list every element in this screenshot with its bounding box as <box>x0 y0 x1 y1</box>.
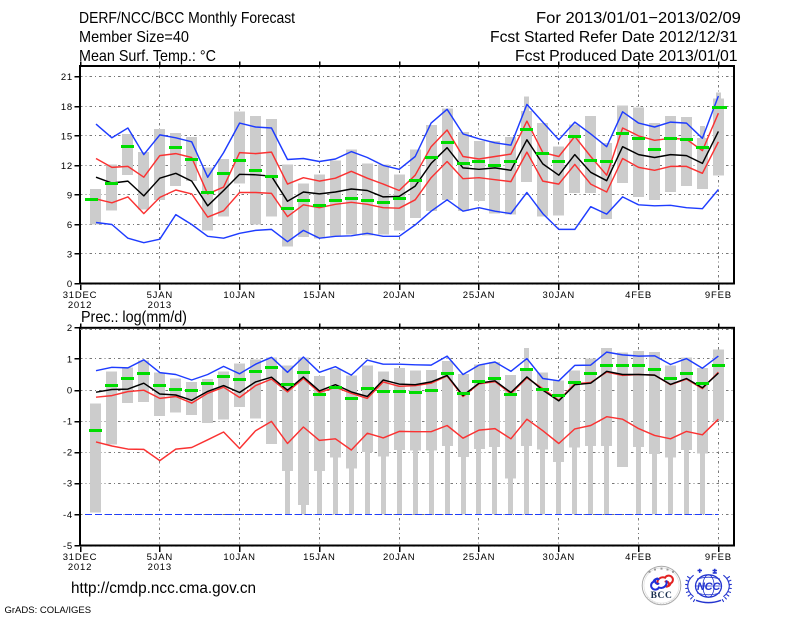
svg-text:20JAN: 20JAN <box>383 290 416 301</box>
svg-text:4FEB: 4FEB <box>625 290 652 301</box>
svg-text:15: 15 <box>61 131 73 142</box>
svg-text:15JAN: 15JAN <box>303 552 336 563</box>
svg-text:BCC: BCC <box>651 591 673 601</box>
svg-text:2012: 2012 <box>68 562 92 573</box>
svg-text:2012: 2012 <box>68 300 92 311</box>
svg-text:-5: -5 <box>63 541 73 552</box>
svg-text:-1: -1 <box>63 417 73 428</box>
svg-text:18: 18 <box>61 102 73 113</box>
svg-text:5JAN: 5JAN <box>147 290 173 301</box>
svg-text:21: 21 <box>61 72 73 83</box>
svg-text:9FEB: 9FEB <box>705 552 732 563</box>
svg-text:5JAN: 5JAN <box>147 552 173 563</box>
svg-text:15JAN: 15JAN <box>303 290 336 301</box>
svg-text:-3: -3 <box>63 479 73 490</box>
svg-text:2013: 2013 <box>148 300 172 311</box>
svg-text:12: 12 <box>61 161 73 172</box>
svg-text:2: 2 <box>67 323 73 334</box>
svg-text:0: 0 <box>67 279 73 290</box>
svg-text:NCC: NCC <box>697 581 721 593</box>
svg-text:10JAN: 10JAN <box>223 552 256 563</box>
svg-text:0: 0 <box>67 385 73 396</box>
svg-text:3: 3 <box>67 249 73 260</box>
svg-text:9: 9 <box>67 190 73 201</box>
svg-text:31DEC: 31DEC <box>63 552 98 563</box>
svg-text:25JAN: 25JAN <box>463 290 496 301</box>
svg-text:20JAN: 20JAN <box>383 552 416 563</box>
svg-text:31DEC: 31DEC <box>63 290 98 301</box>
svg-text:25JAN: 25JAN <box>463 552 496 563</box>
svg-text:30JAN: 30JAN <box>543 552 576 563</box>
svg-text:6: 6 <box>67 220 73 231</box>
svg-text:-4: -4 <box>63 510 73 521</box>
svg-text:10JAN: 10JAN <box>223 290 256 301</box>
svg-text:1: 1 <box>67 354 73 365</box>
svg-text:9FEB: 9FEB <box>705 290 732 301</box>
svg-text:-2: -2 <box>63 448 73 459</box>
svg-text:2013: 2013 <box>148 562 172 573</box>
svg-text:30JAN: 30JAN <box>543 290 576 301</box>
svg-text:4FEB: 4FEB <box>625 552 652 563</box>
